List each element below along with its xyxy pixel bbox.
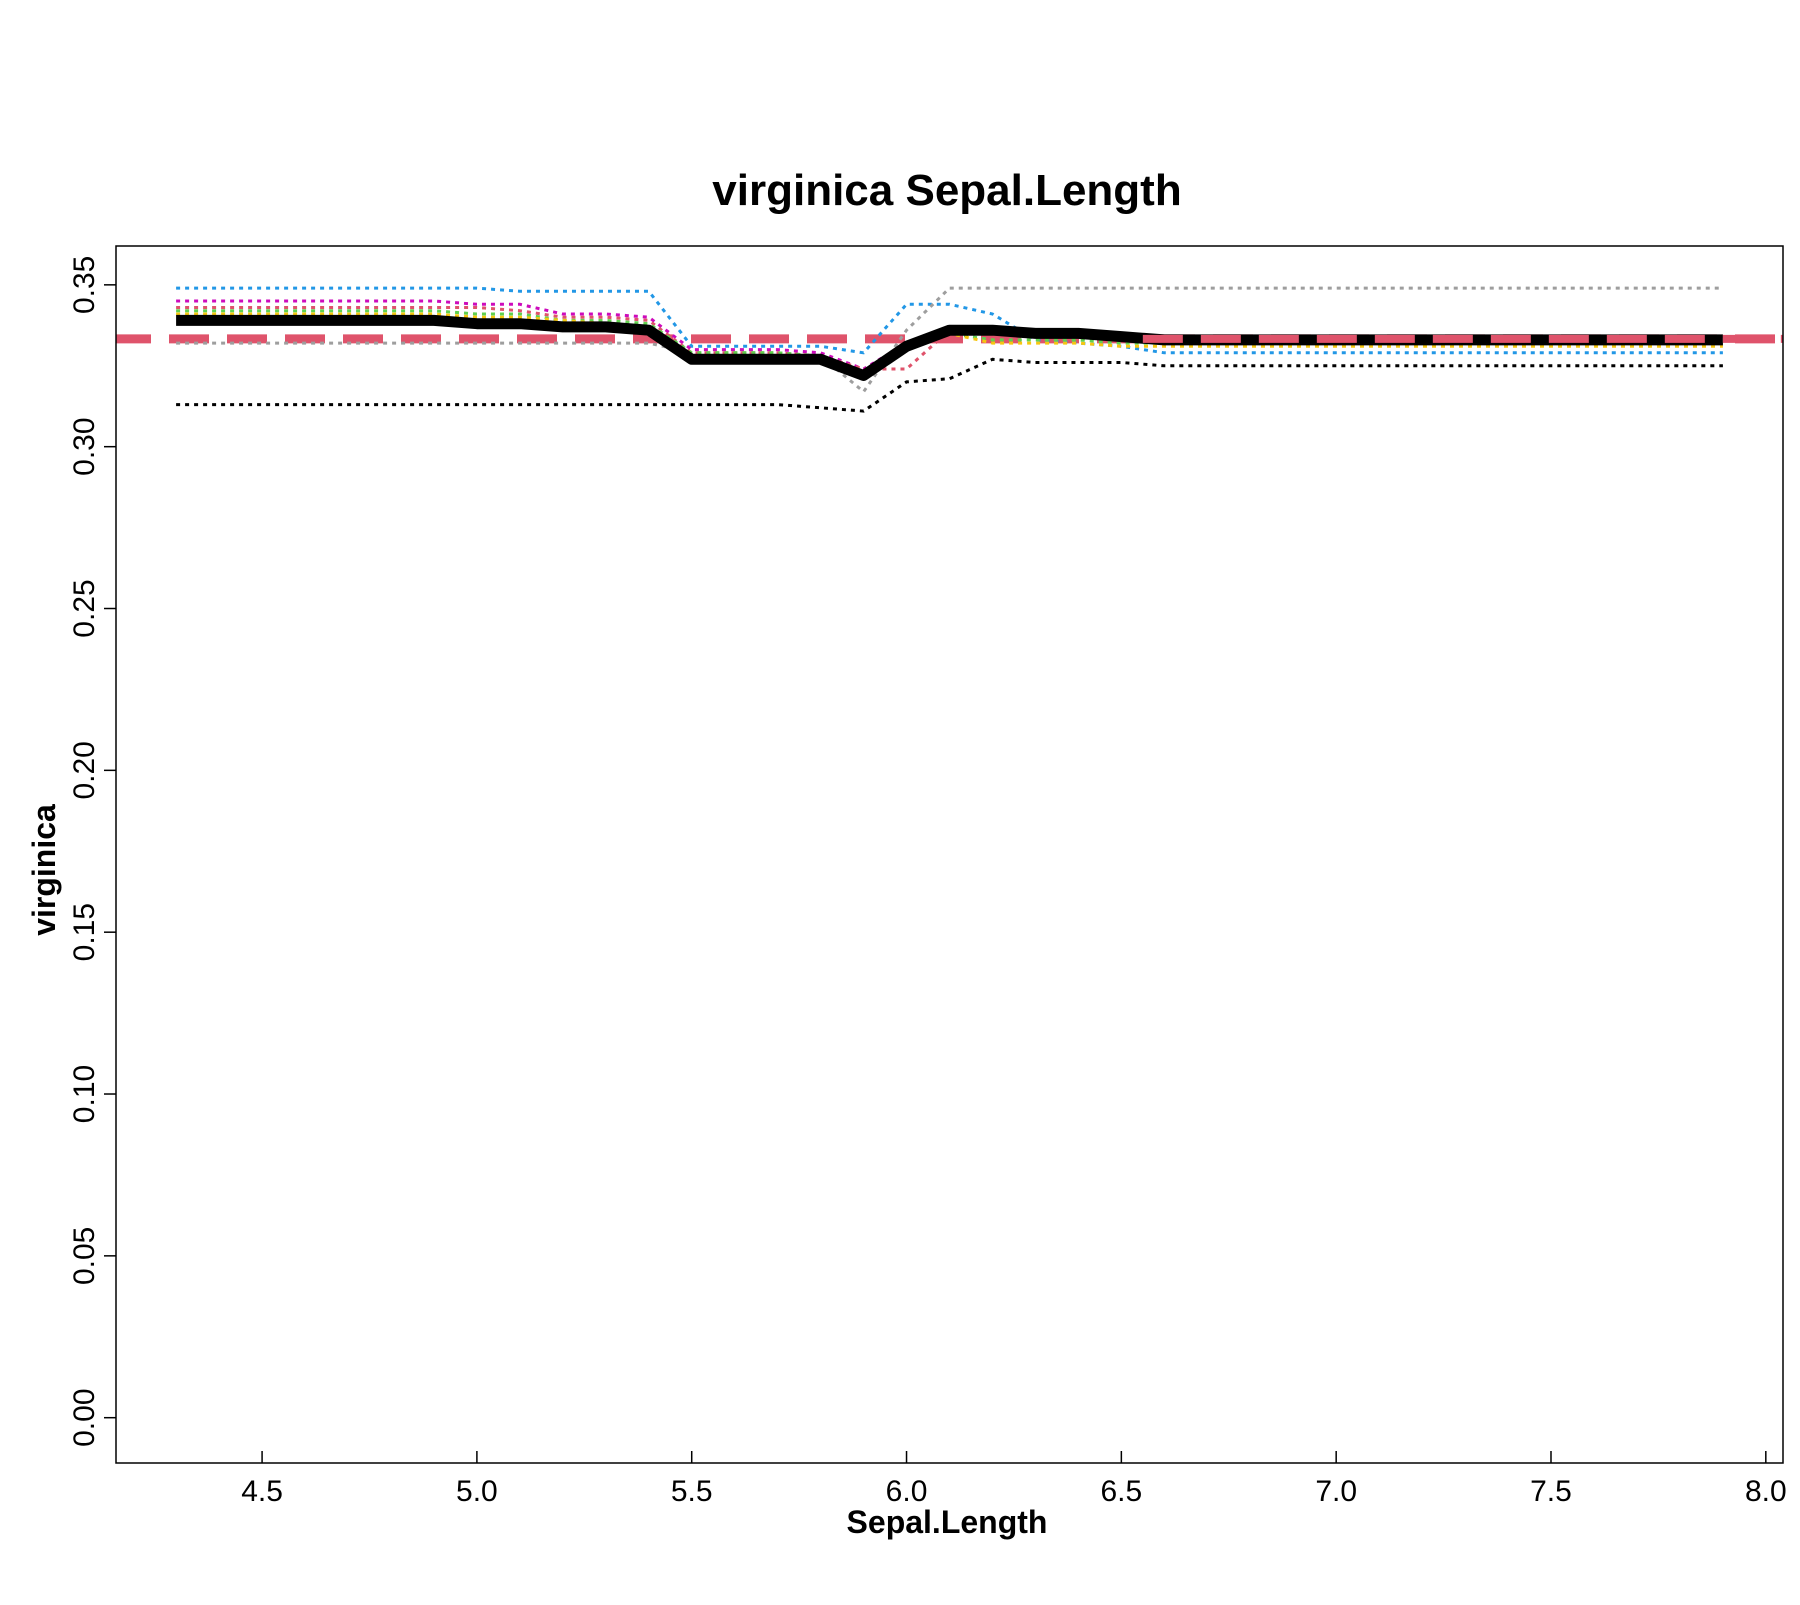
chart-title: virginica Sepal.Length: [712, 166, 1181, 215]
x-tick-label: 6.0: [886, 1475, 928, 1508]
series-line: [176, 286, 1723, 394]
x-axis: 4.5 5.0 5.5 6.0 6.5 7.0 7.5 8.0: [241, 1451, 1787, 1508]
y-axis-label: virginica: [26, 804, 62, 936]
y-tick-label: 0.35: [68, 256, 101, 314]
y-tick-label: 0.00: [68, 1388, 101, 1446]
y-tick-label: 0.30: [68, 417, 101, 475]
series-line: [176, 286, 1723, 355]
series-line: [176, 312, 1723, 374]
y-tick-label: 0.15: [68, 903, 101, 961]
x-tick-label: 5.0: [456, 1475, 498, 1508]
x-tick-label: 6.5: [1100, 1475, 1142, 1508]
series-line: [176, 306, 1723, 371]
y-tick-label: 0.05: [68, 1227, 101, 1285]
x-tick-label: 7.0: [1315, 1475, 1357, 1508]
x-axis-label: Sepal.Length: [847, 1504, 1048, 1540]
y-tick-label: 0.25: [68, 579, 101, 637]
series-line: [176, 357, 1723, 413]
y-tick-label: 0.20: [68, 741, 101, 799]
plot-area: [116, 286, 1783, 413]
plot-frame: [115, 245, 1784, 1464]
y-axis: 0.00 0.05 0.10 0.15 0.20 0.25 0.30 0.35: [68, 256, 116, 1447]
x-tick-label: 7.5: [1530, 1475, 1572, 1508]
y-tick-label: 0.10: [68, 1065, 101, 1123]
x-tick-label: 5.5: [671, 1475, 713, 1508]
x-tick-label: 8.0: [1745, 1475, 1787, 1508]
x-tick-label: 4.5: [241, 1475, 283, 1508]
